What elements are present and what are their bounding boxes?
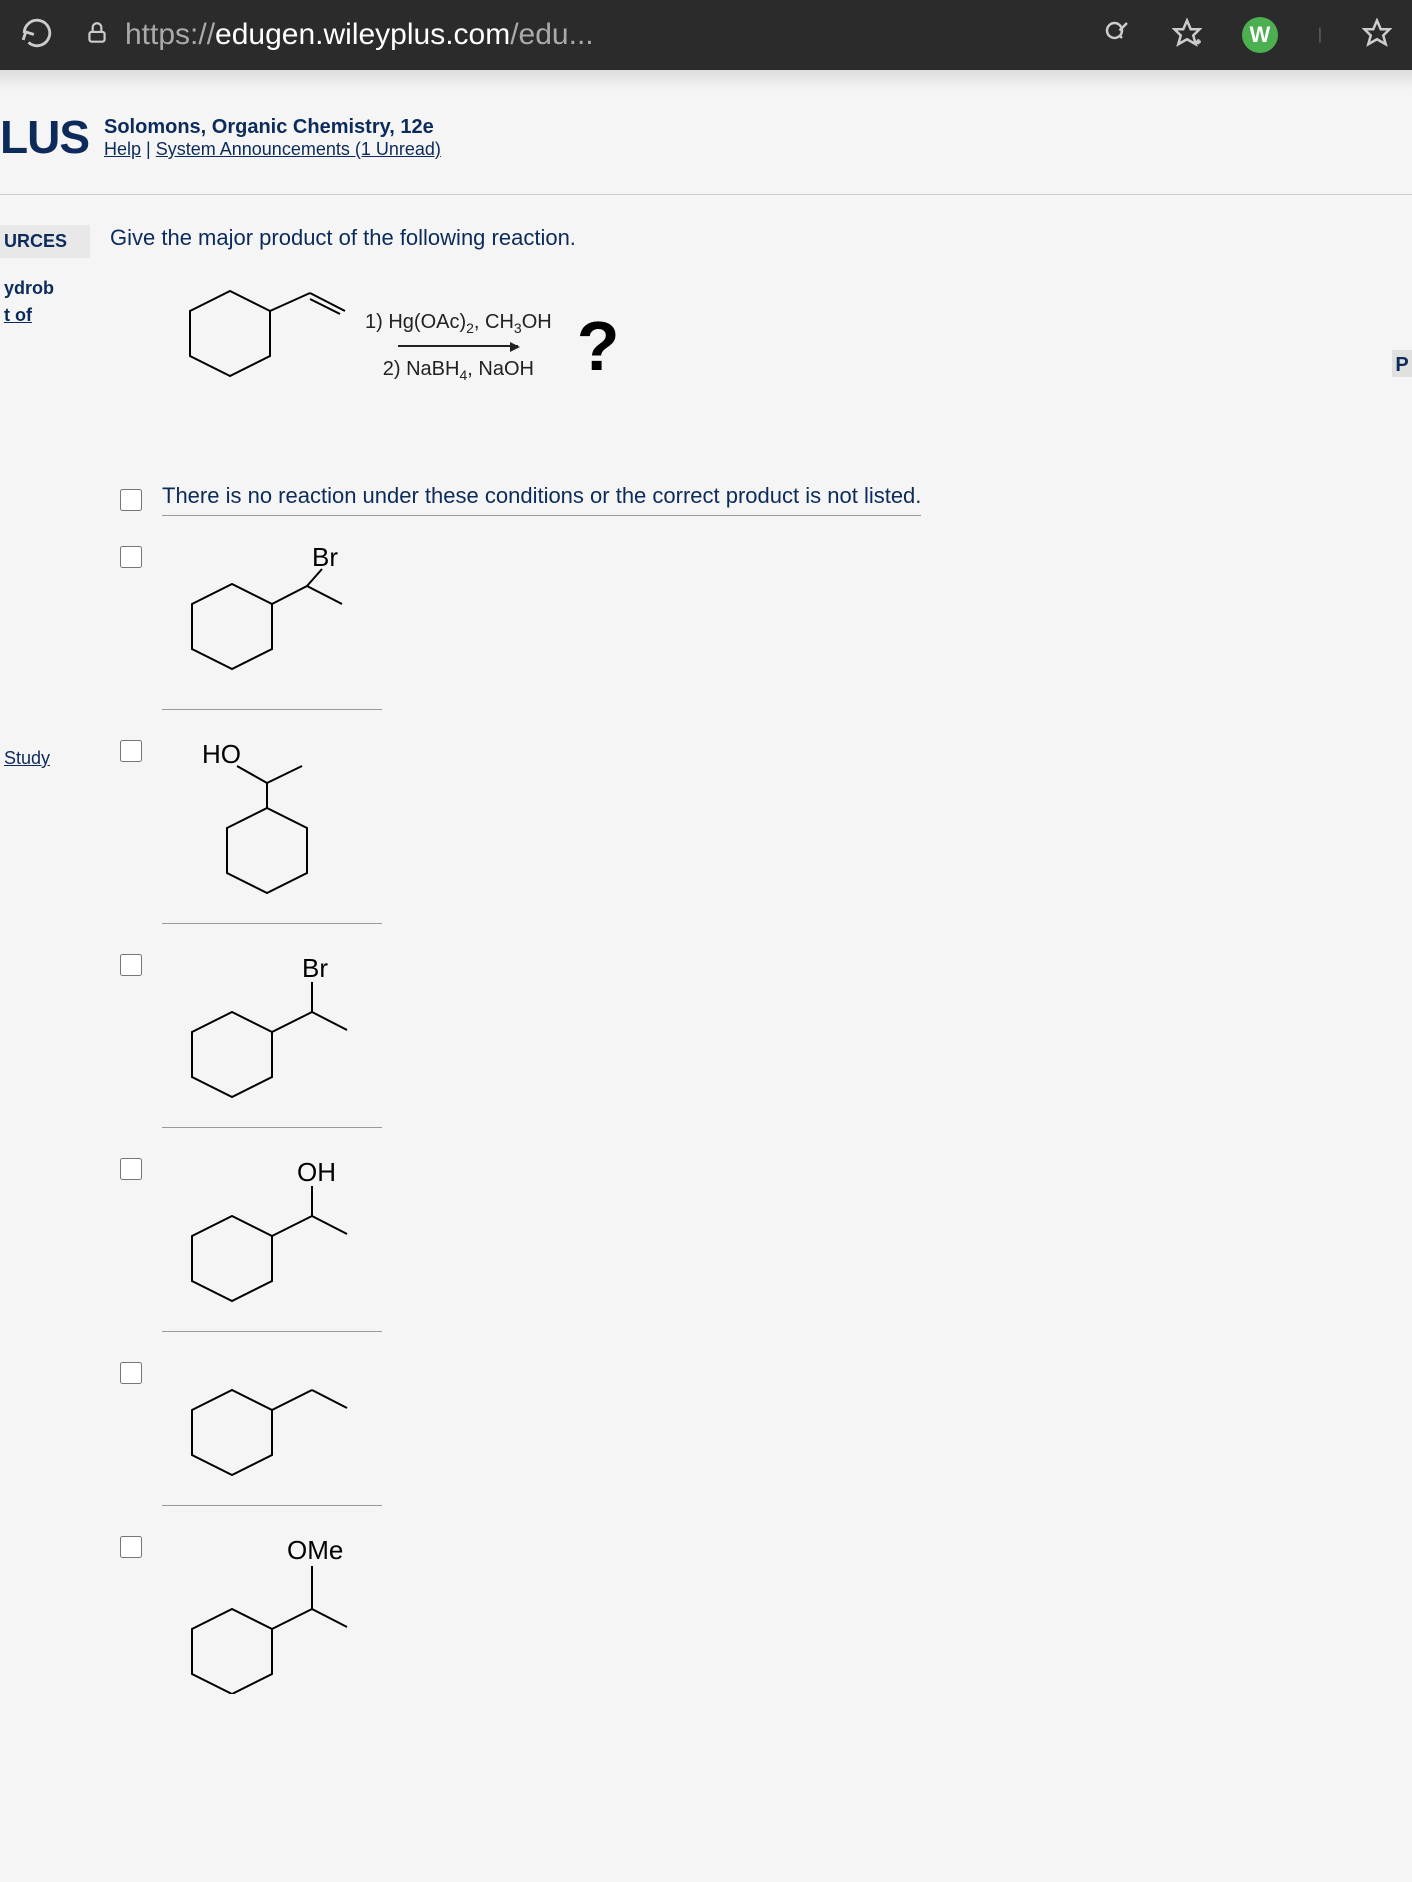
answer-structure-e: OH [162, 1152, 382, 1332]
reaction-scheme: 1) Hg(OAc)2, CH3OH 2) NaBH4, NaOH ? [150, 281, 1382, 411]
star-icon[interactable] [1172, 18, 1202, 53]
answer-checkbox-d[interactable] [120, 954, 142, 976]
sidebar-item-hydrob[interactable]: ydrob [0, 272, 90, 305]
answer-checkbox-b[interactable] [120, 546, 142, 568]
course-title: Solomons, Organic Chemistry, 12e [104, 116, 441, 139]
svg-text:Br: Br [302, 953, 328, 983]
answer-option-b[interactable]: Br [120, 528, 1382, 722]
answer-list: There is no reaction under these conditi… [110, 471, 1382, 1721]
announcements-link[interactable]: System Announcements (1 Unread) [156, 139, 441, 159]
answer-structure-g: OMe [162, 1530, 402, 1709]
answer-option-g[interactable]: OMe [120, 1518, 1382, 1721]
sidebar: URCES ydrob t of Study [0, 195, 90, 1721]
brand-header: LUS Solomons, Organic Chemistry, 12e Hel… [0, 90, 1412, 184]
answer-option-c[interactable]: HO [120, 722, 1382, 936]
answer-option-f[interactable] [120, 1344, 1382, 1518]
right-edge-tab[interactable]: P [1392, 350, 1412, 377]
search-icon[interactable] [1102, 18, 1132, 53]
answer-structure-c: HO [162, 734, 382, 924]
svg-text:OH: OH [297, 1157, 336, 1187]
refresh-icon[interactable] [20, 16, 54, 55]
question-prompt: Give the major product of the following … [110, 225, 1382, 251]
answer-structure-b: Br [162, 540, 382, 710]
answer-option-d[interactable]: Br [120, 936, 1382, 1140]
url-display[interactable]: https://edugen.wileyplus.com/edu... [84, 18, 1072, 52]
answer-structure-d: Br [162, 948, 382, 1128]
answer-checkbox-a[interactable] [120, 489, 142, 511]
answer-checkbox-c[interactable] [120, 740, 142, 762]
starting-material-structure [150, 281, 350, 411]
answer-checkbox-e[interactable] [120, 1158, 142, 1180]
browser-address-bar: https://edugen.wileyplus.com/edu... W | [0, 0, 1412, 70]
svg-text:Br: Br [312, 544, 338, 572]
sidebar-item-resources[interactable]: URCES [0, 225, 90, 258]
star-outline-icon[interactable] [1362, 18, 1392, 53]
sidebar-item-tof[interactable]: t of [0, 305, 90, 332]
answer-option-a[interactable]: There is no reaction under these conditi… [120, 471, 1382, 528]
sidebar-study-link[interactable]: Study [0, 742, 90, 775]
answer-text-a: There is no reaction under these conditi… [162, 483, 921, 516]
brand-logo: LUS [0, 110, 89, 164]
svg-text:OMe: OMe [287, 1535, 343, 1565]
extension-w-icon[interactable]: W [1242, 17, 1278, 53]
product-placeholder-icon: ? [577, 306, 620, 386]
svg-text:HO: HO [202, 739, 241, 769]
answer-option-e[interactable]: OH [120, 1140, 1382, 1344]
answer-structure-f [162, 1356, 382, 1506]
url-text: https://edugen.wileyplus.com/edu... [125, 18, 594, 52]
question-panel: Give the major product of the following … [90, 195, 1412, 1721]
lock-icon [84, 20, 110, 51]
answer-checkbox-f[interactable] [120, 1362, 142, 1384]
answer-checkbox-g[interactable] [120, 1536, 142, 1558]
reagent-conditions: 1) Hg(OAc)2, CH3OH 2) NaBH4, NaOH [365, 306, 552, 387]
help-link[interactable]: Help [104, 139, 141, 159]
